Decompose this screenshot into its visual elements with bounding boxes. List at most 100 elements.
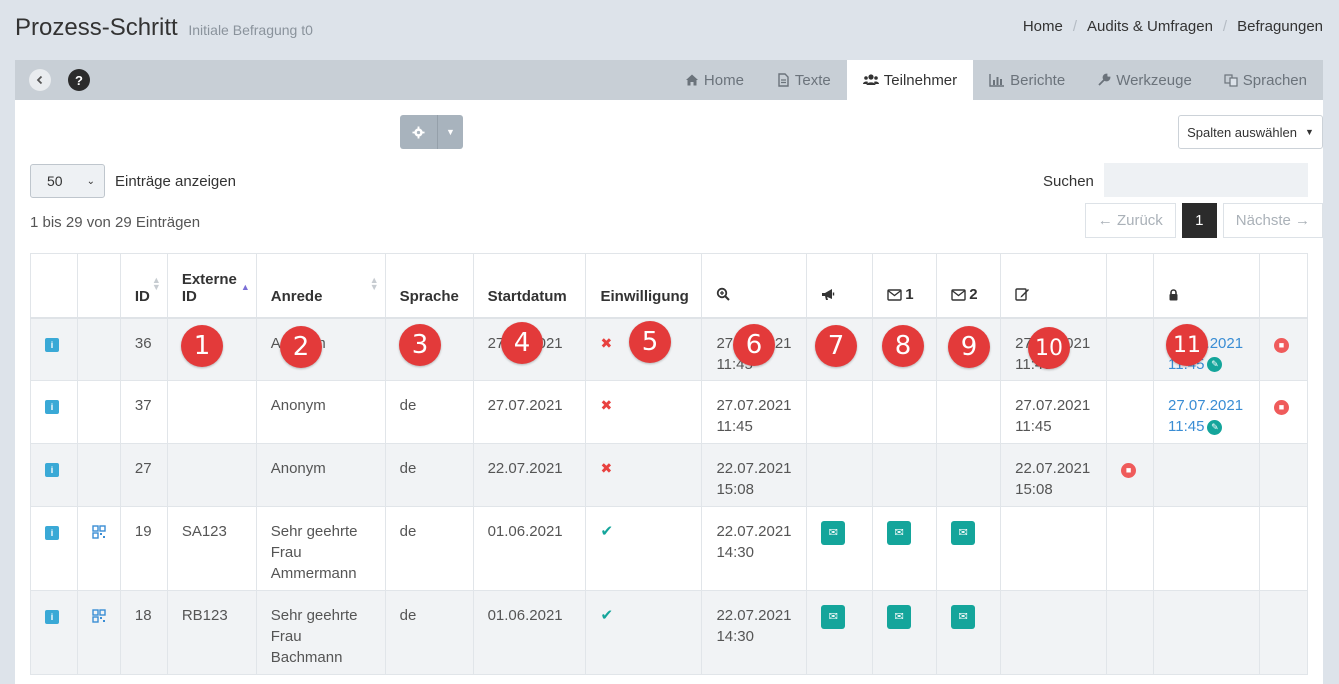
header-info — [30, 253, 78, 319]
sort-icon: ▲ ▼ — [151, 274, 161, 292]
header-edited[interactable] — [1000, 253, 1108, 319]
header-delete — [1106, 253, 1154, 319]
cell-sprache: de — [384, 590, 474, 675]
tab-werkzeuge[interactable]: Werkzeuge — [1081, 60, 1208, 100]
send-mail-2-button[interactable]: ✉ — [951, 605, 976, 629]
annotation-marker-8: 8 — [882, 325, 924, 367]
header-sprache-label: Sprache — [399, 287, 459, 305]
prev-page-button[interactable]: ← Zurück — [1084, 203, 1176, 238]
cell-sprache: de — [384, 380, 474, 444]
info-icon[interactable]: i — [45, 463, 59, 477]
select-columns-button[interactable]: Spalten auswählen ▼ — [1178, 115, 1323, 149]
search-input[interactable] — [1104, 163, 1308, 197]
tab-label: Texte — [794, 71, 831, 89]
send-mail-1-button[interactable]: ✉ — [887, 521, 912, 545]
header-viewed[interactable] — [701, 253, 808, 319]
table-row: i 19 SA123 Sehr geehrte Frau Ammermann de … — [30, 506, 1309, 591]
page-length-value: 50 — [47, 173, 63, 189]
header-einwilligung[interactable]: Einwilligung — [585, 253, 703, 319]
cell-startdatum: 22.07.2021 — [472, 443, 587, 507]
send-mail-1-button[interactable]: ✉ — [887, 605, 912, 629]
cell-edited: 27.07.2021 11:45 — [1000, 380, 1108, 444]
annotation-marker-1: 1 — [181, 325, 223, 367]
header-mail-1[interactable]: 1 — [872, 253, 938, 319]
breadcrumb-befragungen[interactable]: Befragungen — [1237, 18, 1323, 35]
pencil-icon[interactable]: ✎ — [1207, 419, 1223, 435]
send-mail-2-button[interactable]: ✉ — [951, 521, 976, 545]
tab-label: Teilnehmer — [883, 71, 958, 89]
cell-locked: 27.07.2021 11:45✎ — [1153, 380, 1260, 444]
header-mail-2[interactable]: 2 — [936, 253, 1002, 319]
header-id-label: ID — [134, 287, 150, 305]
gear-icon — [412, 125, 425, 139]
cell-id: 36 — [119, 317, 168, 381]
bar-chart-icon — [989, 74, 1005, 87]
wrench-icon — [1098, 73, 1111, 86]
trash-icon[interactable]: ■ — [1121, 463, 1137, 478]
header-startdatum[interactable]: Startdatum — [472, 253, 587, 319]
locked-time[interactable]: 11:45 — [1168, 418, 1205, 435]
panel-header: ? Home Texte Teilnehmer Berichte Werkzeu… — [15, 60, 1323, 100]
table-row: i 37 Anonym de 27.07.2021 ✖ 27.07.2021 11… — [30, 380, 1309, 444]
cell-anrede: Sehr geehrte Frau Ammermann — [255, 506, 386, 591]
time: 11:45 — [716, 418, 753, 435]
send-invite-button[interactable]: ✉ — [821, 521, 846, 545]
date: 27.07.2021 — [1015, 397, 1091, 414]
trash-icon[interactable]: ■ — [1273, 400, 1289, 415]
breadcrumb-separator: / — [1072, 18, 1078, 35]
header-id[interactable]: ID ▲ ▼ — [119, 253, 168, 319]
next-page-button[interactable]: Nächste → — [1222, 203, 1323, 238]
breadcrumb-audits[interactable]: Audits & Umfragen — [1087, 18, 1213, 35]
tab-label: Home — [703, 71, 744, 89]
tab-teilnehmer[interactable]: Teilnehmer — [846, 60, 974, 100]
breadcrumb-home[interactable]: Home — [1022, 18, 1063, 35]
tab-bar: Home Texte Teilnehmer Berichte Werkzeuge… — [669, 60, 1323, 100]
info-icon[interactable]: i — [45, 610, 59, 624]
locked-link[interactable]: 27.07.2021 — [1168, 397, 1244, 414]
header-sprache[interactable]: Sprache — [384, 253, 474, 319]
edit-icon — [1015, 287, 1030, 301]
page-length-select[interactable]: 50 ⌄ — [30, 164, 105, 198]
cell-anrede: Sehr geehrte Frau Bachmann — [255, 590, 386, 675]
info-icon[interactable]: i — [45, 526, 59, 540]
check-icon: ✔ — [600, 523, 614, 540]
tab-sprachen[interactable]: Sprachen — [1208, 60, 1323, 100]
chevron-left-icon — [36, 75, 43, 85]
cell-edited: 22.07.2021 15:08 — [1000, 443, 1108, 507]
tab-berichte[interactable]: Berichte — [973, 60, 1081, 100]
tab-label: Sprachen — [1242, 71, 1307, 89]
header-anrede[interactable]: Anrede ▲ ▼ — [255, 253, 386, 319]
pagination: ← Zurück 1 Nächste → — [1084, 203, 1323, 238]
time: 14:30 — [716, 628, 754, 645]
help-button[interactable]: ? — [68, 69, 90, 91]
cell-id: 18 — [119, 590, 168, 675]
header-mail-2-label: 2 — [969, 286, 978, 303]
trash-icon[interactable]: ■ — [1273, 337, 1289, 353]
cell-id: 37 — [119, 380, 168, 444]
settings-caret-button[interactable]: ▼ — [438, 115, 463, 149]
table-row: i 18 RB123 Sehr geehrte Frau Bachmann de 0… — [30, 590, 1309, 675]
search-label: Suchen — [1043, 173, 1094, 190]
cell-external-id — [166, 443, 257, 507]
header-external-id[interactable]: Externe ID ▲ — [166, 253, 257, 319]
qr-code-icon[interactable] — [92, 609, 106, 623]
header-locked[interactable] — [1153, 253, 1260, 319]
annotation-marker-6: 6 — [733, 324, 775, 366]
pencil-icon[interactable]: ✎ — [1207, 357, 1223, 373]
time: 15:08 — [716, 481, 754, 498]
tab-texte[interactable]: Texte — [760, 60, 847, 100]
tab-home[interactable]: Home — [669, 60, 760, 100]
page-button-current[interactable]: 1 — [1181, 203, 1217, 238]
header-mail-1-label: 1 — [905, 286, 914, 303]
send-invite-button[interactable]: ✉ — [821, 605, 846, 629]
tab-label: Werkzeuge — [1116, 71, 1192, 89]
time: 11:45 — [1015, 418, 1052, 435]
qr-code-icon[interactable] — [92, 525, 106, 539]
settings-button[interactable] — [400, 115, 438, 149]
back-button[interactable] — [29, 69, 51, 91]
language-icon — [1224, 74, 1238, 87]
info-icon[interactable]: i — [45, 400, 59, 414]
anrede-line: Bachmann — [270, 649, 343, 666]
info-icon[interactable]: i — [45, 337, 59, 352]
header-announce[interactable] — [806, 253, 874, 319]
